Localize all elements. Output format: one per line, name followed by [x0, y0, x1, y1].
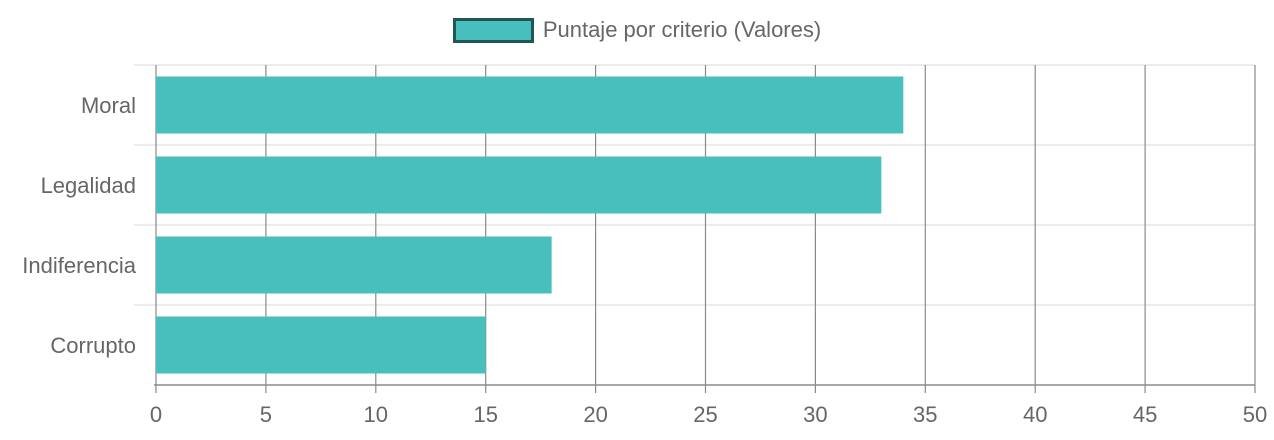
legend-swatch — [452, 17, 534, 43]
x-tick-label: 45 — [1133, 402, 1157, 427]
y-category-label: Legalidad — [41, 173, 136, 198]
legend-label: Puntaje por criterio (Valores) — [542, 17, 822, 42]
y-category-label: Moral — [81, 93, 136, 118]
bars — [156, 76, 904, 374]
horizontal-grid — [134, 64, 1255, 386]
x-tick-label: 20 — [583, 402, 607, 427]
x-tick-label: 10 — [364, 402, 388, 427]
x-tick-label: 15 — [473, 402, 497, 427]
y-category-label: Indiferencia — [22, 253, 137, 278]
x-tick-label: 35 — [913, 402, 937, 427]
legend[interactable]: Puntaje por criterio (Valores) — [0, 17, 1274, 43]
y-axis-ticks: Moral Legalidad Indiferencia Corrupto — [22, 93, 137, 358]
bar-moral — [156, 76, 904, 134]
x-tick-label: 40 — [1023, 402, 1047, 427]
x-tick-label: 5 — [260, 402, 272, 427]
x-tick-label: 0 — [150, 402, 162, 427]
x-tick-label: 25 — [693, 402, 717, 427]
bar-indiferencia — [156, 236, 552, 294]
y-category-label: Corrupto — [50, 333, 136, 358]
x-tick-label: 50 — [1243, 402, 1267, 427]
bar-corrupto — [156, 316, 486, 374]
x-tick-label: 30 — [803, 402, 827, 427]
bar-legalidad — [156, 156, 882, 214]
x-axis-ticks: 0 5 10 15 20 25 30 35 40 45 50 — [150, 402, 1267, 427]
